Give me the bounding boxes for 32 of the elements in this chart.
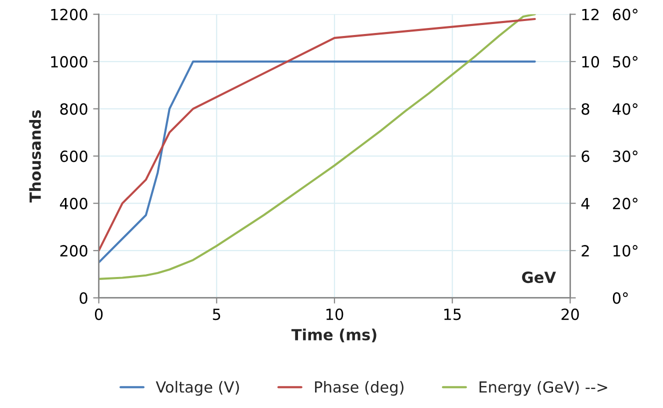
- y-tick-label: 0: [80, 292, 88, 304]
- y-tick-label: 1200: [51, 8, 88, 20]
- y3-tick-label: 50°: [613, 56, 638, 68]
- y3-tick-label: 0°: [612, 292, 628, 304]
- y2-tick-label: 4: [581, 198, 590, 210]
- legend-label: Energy (GeV) -->: [480, 380, 608, 396]
- x-tick-label: 10: [326, 308, 344, 320]
- y3-tick-label: 40°: [612, 103, 638, 115]
- legend-label: Phase (deg): [315, 380, 404, 396]
- y2-axis-title: GeV: [522, 272, 556, 284]
- y-axis-title: Thousands: [29, 110, 41, 202]
- x-tick-label: 5: [212, 308, 220, 320]
- y3-tick-label: 10°: [614, 245, 638, 257]
- x-tick-label: 15: [444, 308, 461, 320]
- y-tick-label: 200: [60, 245, 88, 257]
- y2-tick-label: 10: [582, 56, 600, 68]
- x-axis-title: Time (ms): [291, 328, 376, 342]
- legend-label: Voltage (V): [156, 380, 239, 396]
- y-tick-label: 1000: [51, 56, 88, 68]
- y3-tick-label: 30°: [613, 150, 638, 162]
- y2-tick-label: 8: [582, 103, 590, 115]
- y-tick-label: 600: [60, 150, 88, 162]
- y3-tick-label: 20°: [612, 198, 638, 210]
- y-tick-label: 800: [60, 103, 88, 115]
- x-tick-label: 0: [94, 308, 103, 320]
- y-tick-label: 400: [60, 198, 88, 210]
- y2-tick-label: 6: [582, 150, 590, 162]
- line-series: [98, 60, 536, 264]
- y2-tick-label: 2: [582, 245, 589, 256]
- x-tick-label: 20: [562, 308, 579, 320]
- y2-tick-label: 12: [582, 8, 599, 20]
- y3-tick-label: 60°: [612, 8, 638, 20]
